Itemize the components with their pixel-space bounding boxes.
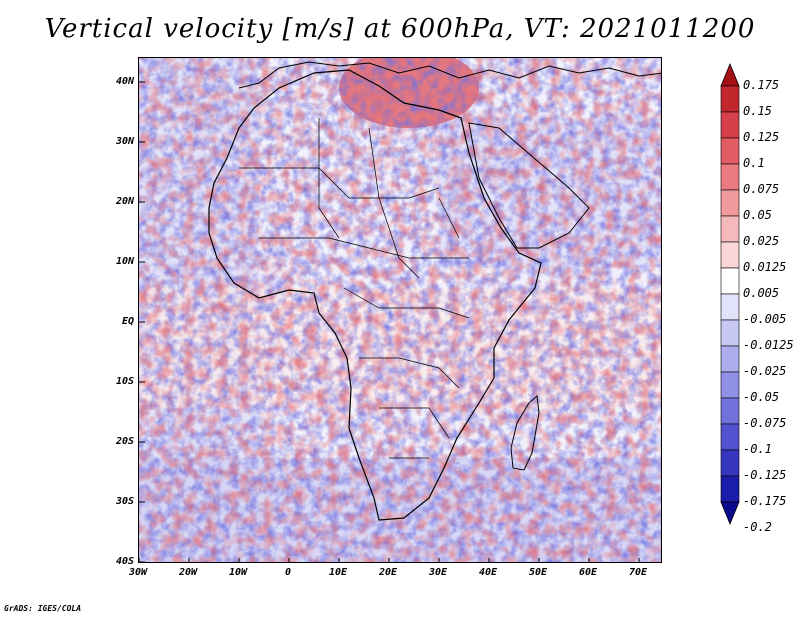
colorbar-tick-label: 0.005 [743,286,780,300]
lon-tick-label: 60E [578,567,598,578]
lon-tick-label: 70E [628,567,648,578]
lon-tick-label: 50E [528,567,548,578]
frame-ticks [139,81,640,562]
lat-tick-label: EQ [121,316,134,327]
colorbar-tick-label: 0.0125 [743,260,787,274]
lon-tick-label: 10W [228,567,248,578]
madagascar-outline [510,394,540,471]
velocity-field-map [139,58,661,562]
lon-tick-label: 10E [328,567,348,578]
colorbar-tick-label: 0.125 [743,130,780,144]
colorbar-tick-label: -0.2 [743,520,772,534]
colorbar-segment [720,345,740,373]
lat-tick-label: 40N [115,76,134,87]
lon-tick-label: 30W [128,567,148,578]
colorbar-tick-label: -0.05 [743,390,780,404]
colorbar-tick-label: -0.005 [743,312,787,326]
colorbar-segment [720,449,740,477]
colorbar-tick-label: 0.15 [743,104,772,118]
colorbar-segment [720,189,740,217]
map-title: Vertical velocity [m/s] at 600hPa, VT: 2… [44,14,756,44]
colorbar-segment [720,423,740,451]
colorbar-segment [720,215,740,243]
colorbar-tick-label: -0.1 [743,442,772,456]
lon-tick-label: 0 [284,567,292,578]
lat-tick-label: 30S [115,496,134,507]
lon-tick-label: 30E [428,567,448,578]
colorbar-tick-label: -0.025 [743,364,787,378]
colorbar-segment [720,85,740,113]
country-borders [239,118,470,459]
lon-tick-label: 20E [378,567,398,578]
colorbar-tick-label: 0.025 [743,234,780,248]
colorbar-segment [720,397,740,425]
colorbar [720,62,740,526]
lon-tick-label: 20W [178,567,198,578]
colorbar-segment [720,319,740,347]
colorbar-segment [720,163,740,191]
colorbar-tick-label: 0.05 [743,208,772,222]
colorbar-tick-label: -0.125 [743,468,787,482]
colorbar-top-arrow [720,62,740,87]
colorbar-bottom-arrow [720,501,740,526]
colorbar-segment [720,267,740,295]
lat-tick-label: 10N [115,256,134,267]
colorbar-tick-label: 0.175 [743,78,780,92]
arabia-outline [468,122,590,249]
colorbar-segment [720,475,740,503]
europe-coastline [238,61,661,89]
colorbar-tick-label: -0.075 [743,416,787,430]
africa-coastline [208,69,542,521]
lon-tick-label: 40E [478,567,498,578]
colorbar-segment [720,293,740,321]
rising-speckle [139,58,661,562]
colorbar-segment [720,111,740,139]
lat-tick-label: 20N [115,196,134,207]
colorbar-segment [720,371,740,399]
colorbar-tick-label: -0.175 [743,494,787,508]
colorbar-tick-label: -0.0125 [743,338,794,352]
map-plot-area[interactable] [138,57,662,563]
lat-tick-label: 10S [115,376,134,387]
colorbar-tick-label: 0.1 [743,156,765,170]
colorbar-tick-label: 0.075 [743,182,780,196]
lat-tick-label: 20S [115,436,134,447]
lat-tick-label: 30N [115,136,134,147]
lat-tick-label: 40S [115,556,134,567]
software-credit: GrADS: IGES/COLA [4,604,82,613]
colorbar-segment [720,137,740,165]
colorbar-segment [720,241,740,269]
